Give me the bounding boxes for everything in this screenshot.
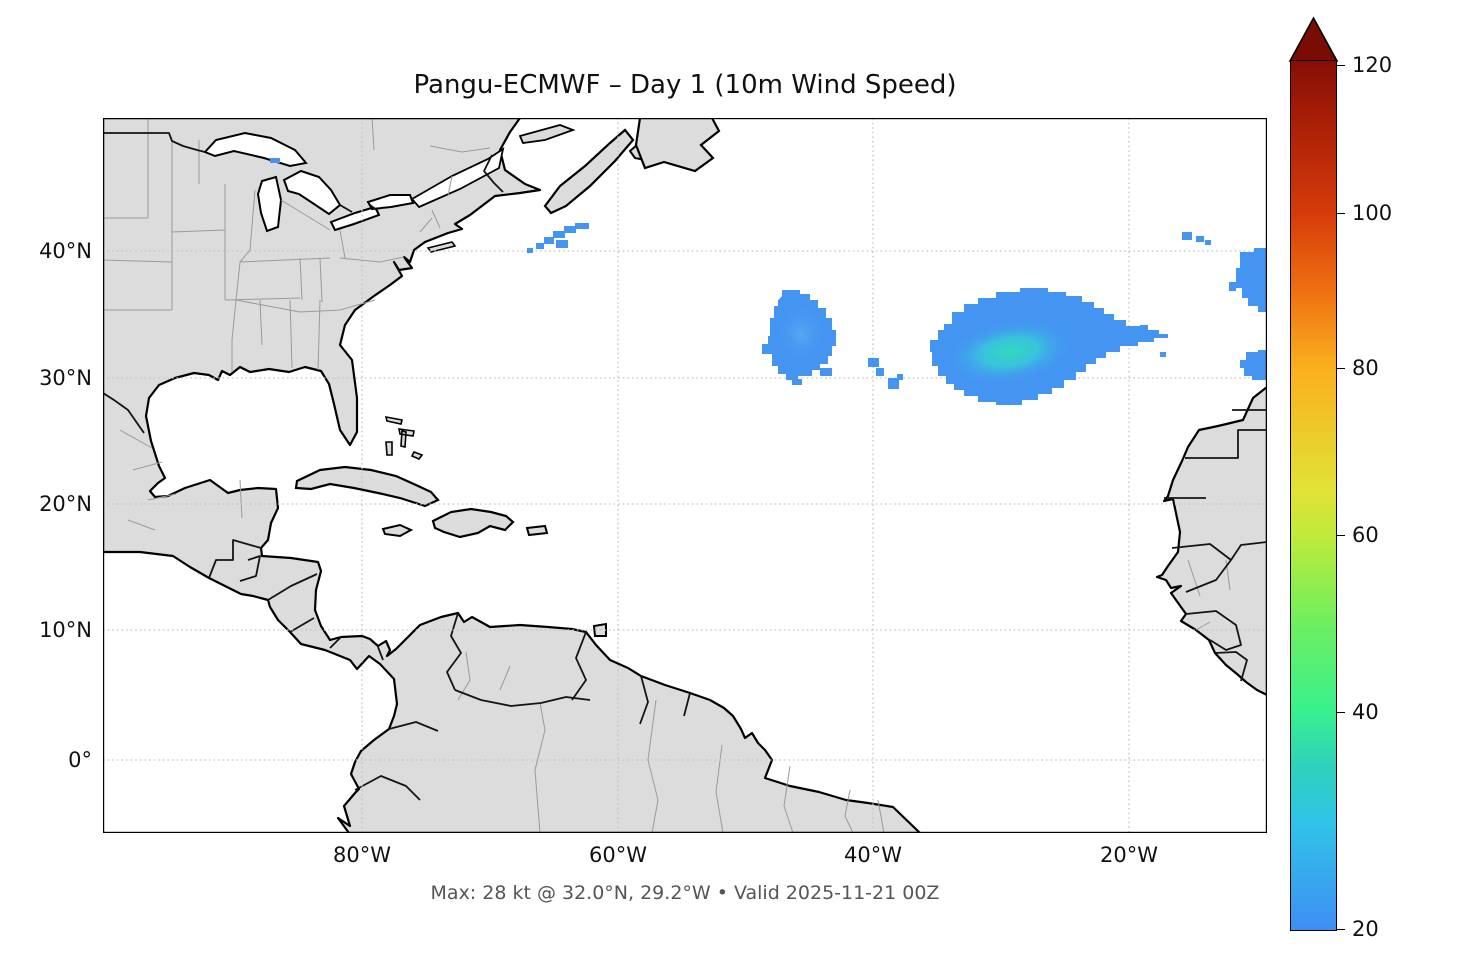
colorbar-tick-100: 100: [1352, 201, 1393, 225]
island-long-island: [426, 241, 457, 253]
lake-superior: [203, 131, 308, 168]
lat-tick-10n: 10°N: [39, 618, 92, 642]
gridlines: [103, 118, 1267, 833]
wind-speck-michigan: [270, 158, 280, 163]
lat-tick-20n: 20°N: [39, 492, 92, 516]
lon-tick-20w: 20°W: [1100, 843, 1158, 867]
wind-patch-edge-south: [1240, 350, 1267, 380]
land-africa: [1155, 385, 1267, 697]
plot-title: Pangu-ECMWF – Day 1 (10m Wind Speed): [413, 70, 957, 100]
lake-huron: [282, 169, 342, 216]
lon-tick-40w: 40°W: [844, 843, 902, 867]
wind-patch-west-core: [777, 304, 825, 364]
island-jamaica: [381, 523, 414, 538]
lat-tick-30n: 30°N: [39, 366, 92, 390]
lake-michigan: [256, 175, 283, 233]
colorbar-extend-arrow: [1288, 16, 1339, 62]
st-lawrence-river: [410, 147, 505, 209]
colorbar-tick-60: 60: [1352, 523, 1379, 547]
state-borders: [103, 118, 1231, 833]
wind-shading: [270, 158, 1267, 405]
colorbar-tick-20: 20: [1352, 917, 1379, 941]
island-nova-scotia: [543, 128, 635, 215]
lat-tick-0: 0°: [68, 748, 92, 772]
lake-ontario: [366, 194, 415, 211]
max-value-caption: Max: 28 kt @ 32.0°N, 29.2°W • Valid 2025…: [430, 882, 940, 904]
colorbar-tick: [1337, 929, 1345, 930]
island-anticosti: [518, 124, 576, 144]
islands-bahamas: [384, 415, 424, 460]
island-hispaniola: [431, 507, 515, 539]
lat-tick-40n: 40°N: [39, 239, 92, 263]
island-puerto-rico: [525, 524, 549, 537]
wind-streak-nova-scotia: [527, 223, 589, 253]
island-cuba: [294, 465, 440, 508]
wind-patch-edge-north: [1236, 248, 1267, 312]
colorbar-tick: [1337, 65, 1345, 66]
colorbar-tick: [1337, 368, 1345, 369]
colorbar-tick-40: 40: [1352, 700, 1379, 724]
wind-scatter-east: [1136, 232, 1211, 357]
colorbar-tick: [1337, 213, 1345, 214]
country-borders: [103, 132, 1267, 801]
colorbar-tick-80: 80: [1352, 356, 1379, 380]
lon-tick-60w: 60°W: [589, 843, 647, 867]
wind-specks-40w: [868, 358, 903, 389]
island-newfoundland: [634, 118, 721, 173]
colorbar-tick: [1337, 535, 1345, 536]
wind-oval-core: [946, 319, 1074, 385]
colorbar: [1290, 60, 1337, 931]
map-canvas: [103, 118, 1267, 833]
land-americas: [103, 118, 922, 833]
colorbar-tick-120: 120: [1352, 53, 1393, 77]
lake-erie: [329, 205, 381, 232]
colorbar-tick: [1337, 712, 1345, 713]
lon-tick-80w: 80°W: [333, 843, 391, 867]
